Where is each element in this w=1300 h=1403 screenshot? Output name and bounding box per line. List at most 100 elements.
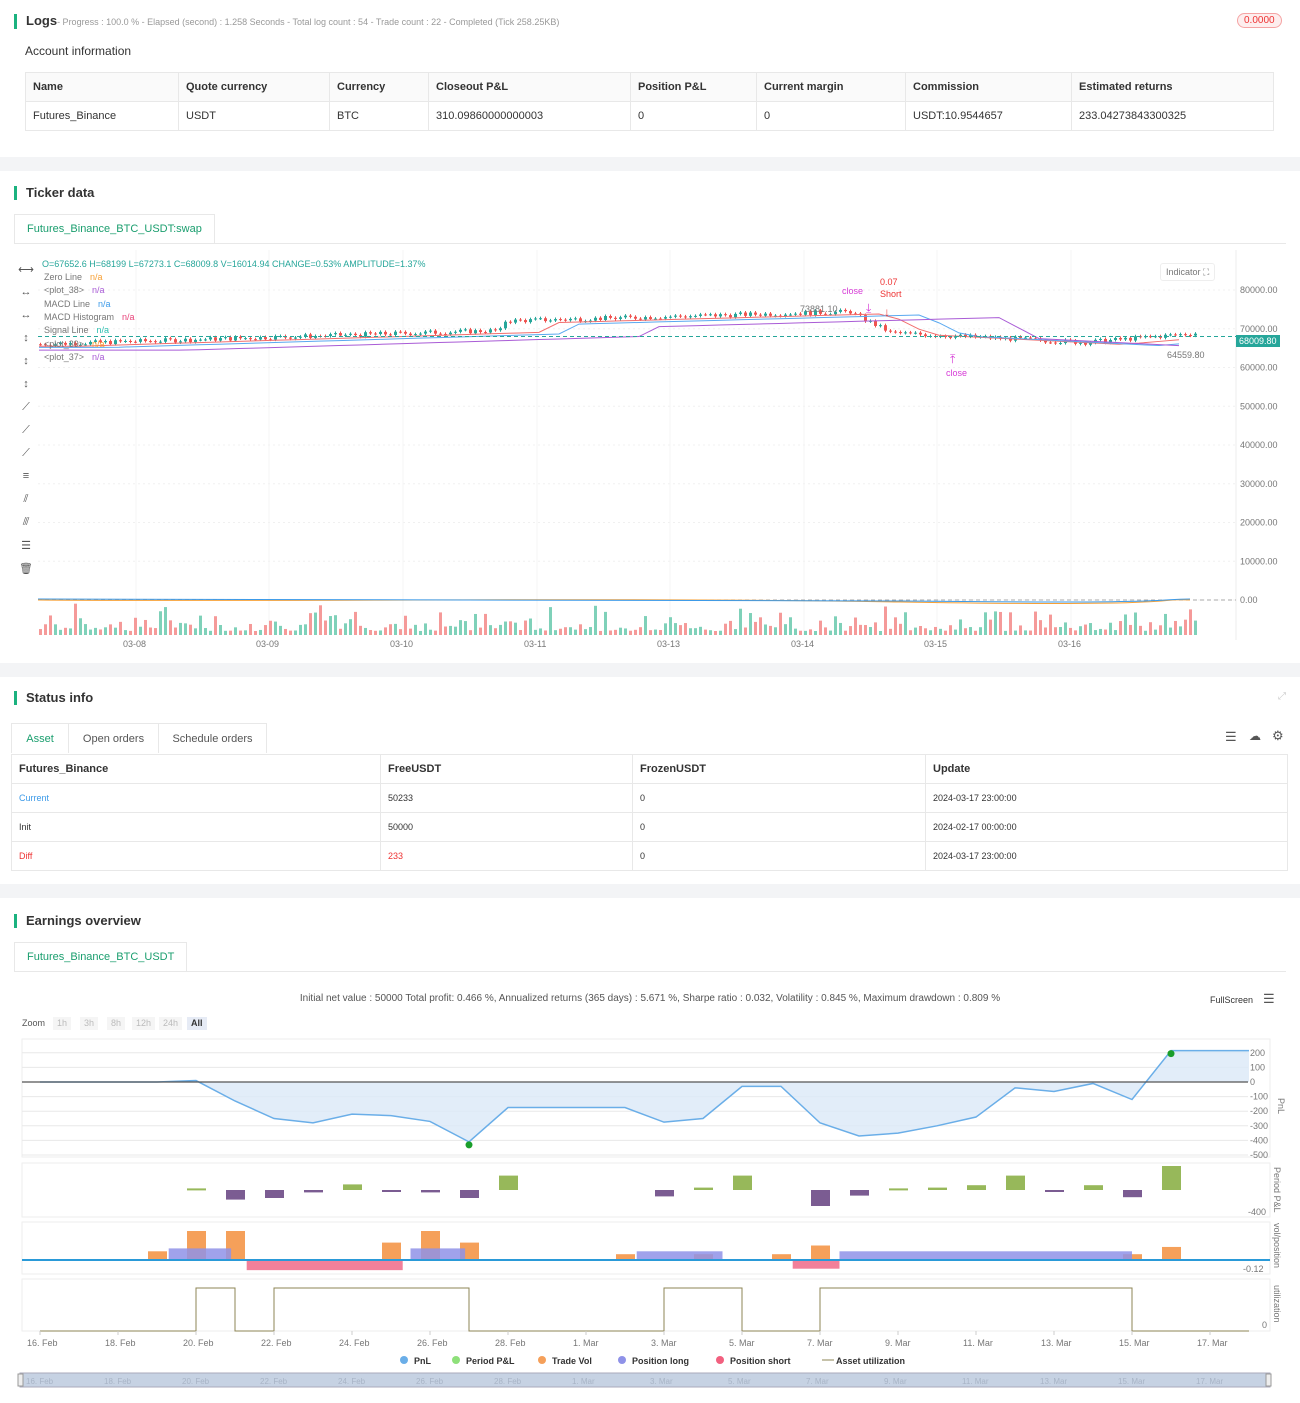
x-tick-label: 28. Feb <box>495 1338 526 1348</box>
volume-bar <box>479 627 482 635</box>
x-tick-label: 22. Feb <box>261 1338 292 1348</box>
candle <box>469 329 472 334</box>
pnl-tick-label: 200 <box>1250 1048 1265 1058</box>
candle <box>479 330 482 333</box>
volume-bar <box>1139 625 1142 635</box>
x-tick-label: 24. Feb <box>339 1338 370 1348</box>
fullscreen-button[interactable]: FullScreen <box>1210 995 1254 1005</box>
cell: 0 <box>632 841 926 871</box>
volume-bar <box>814 630 817 635</box>
volume-bar <box>394 623 397 635</box>
candle <box>209 337 212 340</box>
candle <box>499 328 502 331</box>
fib-channel-tool-icon[interactable]: ⫻ <box>22 516 30 528</box>
volume-bar <box>1189 609 1192 635</box>
vertical-segment-tool-icon[interactable]: ↕ <box>23 355 29 367</box>
volume-bar <box>384 627 387 635</box>
volume-bar <box>579 624 582 635</box>
zoom-1h-button[interactable]: 1h <box>53 1017 72 1030</box>
candle <box>604 316 607 320</box>
logs-title: Logs- Progress : 100.0 % - Elapsed (seco… <box>14 14 559 29</box>
extended-line-tool-icon[interactable]: ↔ <box>20 309 32 321</box>
profit-badge: 0.0000 <box>1237 13 1282 28</box>
volume-bar <box>1184 619 1187 635</box>
volume-bar <box>439 612 442 635</box>
candle <box>1184 334 1187 336</box>
list-icon[interactable]: ☰ <box>1225 729 1237 744</box>
zoom-all-button[interactable]: All <box>187 1017 207 1030</box>
volume-bar <box>1114 630 1117 635</box>
volume-bar <box>904 612 907 635</box>
volume-bar <box>764 624 767 635</box>
volume-bar <box>714 630 717 635</box>
volume-bar <box>49 615 52 635</box>
tab-schedule-orders[interactable]: Schedule orders <box>159 723 267 753</box>
volume-bar <box>879 630 882 635</box>
candle <box>834 311 837 315</box>
horizontal-line-tool-icon[interactable]: ⟷ <box>18 264 34 276</box>
volume-bar <box>754 621 757 635</box>
fib-retracement-tool-icon[interactable]: ☰ <box>21 540 31 552</box>
zoom-3h-button[interactable]: 3h <box>80 1017 99 1030</box>
volume-bar <box>159 611 162 635</box>
ma-line-red <box>39 313 1180 347</box>
candle <box>539 318 542 320</box>
volume-bar <box>549 607 552 635</box>
candle <box>214 337 217 341</box>
pnl-tick-label: -400 <box>1250 1135 1268 1145</box>
price-line-tool-icon[interactable]: ≡ <box>22 470 30 482</box>
volume-bar <box>854 617 857 635</box>
candle <box>879 325 882 327</box>
segment-tool-icon[interactable]: ⟋ <box>22 447 30 459</box>
zoom-24h-button[interactable]: 24h <box>159 1017 183 1030</box>
candle <box>224 337 227 339</box>
legend-value: n/a <box>92 285 105 296</box>
candle <box>534 318 537 320</box>
ray-line-tool-icon[interactable]: ⟋ <box>22 424 30 436</box>
candle <box>1124 337 1127 340</box>
date-tick-label: 03-08 <box>123 639 146 649</box>
indicator-button[interactable]: Indicator ⛶ <box>1160 263 1216 281</box>
vertical-line-tool-icon[interactable]: ↕ <box>23 332 29 344</box>
volume-bar <box>1099 628 1102 635</box>
menu-icon[interactable]: ☰ <box>1263 991 1275 1006</box>
period-pnl-bar <box>733 1175 752 1190</box>
trash-icon[interactable]: 🗑 <box>19 563 33 575</box>
pnl-line <box>40 1049 1249 1143</box>
trade-vol-bar <box>1162 1246 1181 1260</box>
parallel-channel-tool-icon[interactable]: ⫽ <box>23 493 29 505</box>
candle <box>514 319 517 323</box>
price-tick-label: 0.00 <box>1240 595 1258 605</box>
tab-open-orders[interactable]: Open orders <box>69 723 159 753</box>
cloud-download-icon[interactable]: ☁ <box>1249 729 1261 743</box>
vertical-ray-tool-icon[interactable]: ↕ <box>23 378 29 390</box>
horizontal-ray-tool-icon[interactable]: ↔ <box>20 286 32 298</box>
volume-bar <box>884 606 887 635</box>
trend-line-tool-icon[interactable]: ⟋ <box>22 401 30 413</box>
candle <box>1104 338 1107 343</box>
candle <box>699 314 702 316</box>
volume-bar <box>919 625 922 635</box>
high-price-label: 73881.10 <box>800 304 838 314</box>
tab-ticker-symbol[interactable]: Futures_Binance_BTC_USDT:swap <box>14 214 215 243</box>
candle <box>1054 342 1057 344</box>
volume-bar <box>169 620 172 635</box>
settings-gear-icon[interactable]: ⚙ <box>1272 728 1284 743</box>
volume-bar <box>749 613 752 635</box>
tab-earnings-symbol[interactable]: Futures_Binance_BTC_USDT <box>14 942 188 971</box>
earnings-chart[interactable]: 200 100 0 -100 -200 -300 -400 -500 PnL -400 Period… <box>0 1035 1300 1401</box>
arrow-up-icon: ⤒ <box>950 352 956 366</box>
zoom-8h-button[interactable]: 8h <box>107 1017 126 1030</box>
col-header: FrozenUSDT <box>632 754 926 784</box>
candle <box>749 312 752 316</box>
candlestick-chart[interactable]: 80000.00 70000.00 60000.00 50000.00 40000.00… <box>0 250 1300 660</box>
zoom-12h-button[interactable]: 12h <box>132 1017 156 1030</box>
axis-title-vol: vol/position <box>1272 1223 1282 1268</box>
volume-bar <box>504 621 507 635</box>
volume-bar <box>649 630 652 635</box>
candle <box>84 344 87 346</box>
vol-tick: -0.12 <box>1243 1264 1264 1274</box>
expand-icon[interactable]: ⤢ <box>1278 691 1286 702</box>
fullscreen-icon[interactable]: ⛶ <box>1203 267 1210 277</box>
tab-asset[interactable]: Asset <box>11 723 69 753</box>
